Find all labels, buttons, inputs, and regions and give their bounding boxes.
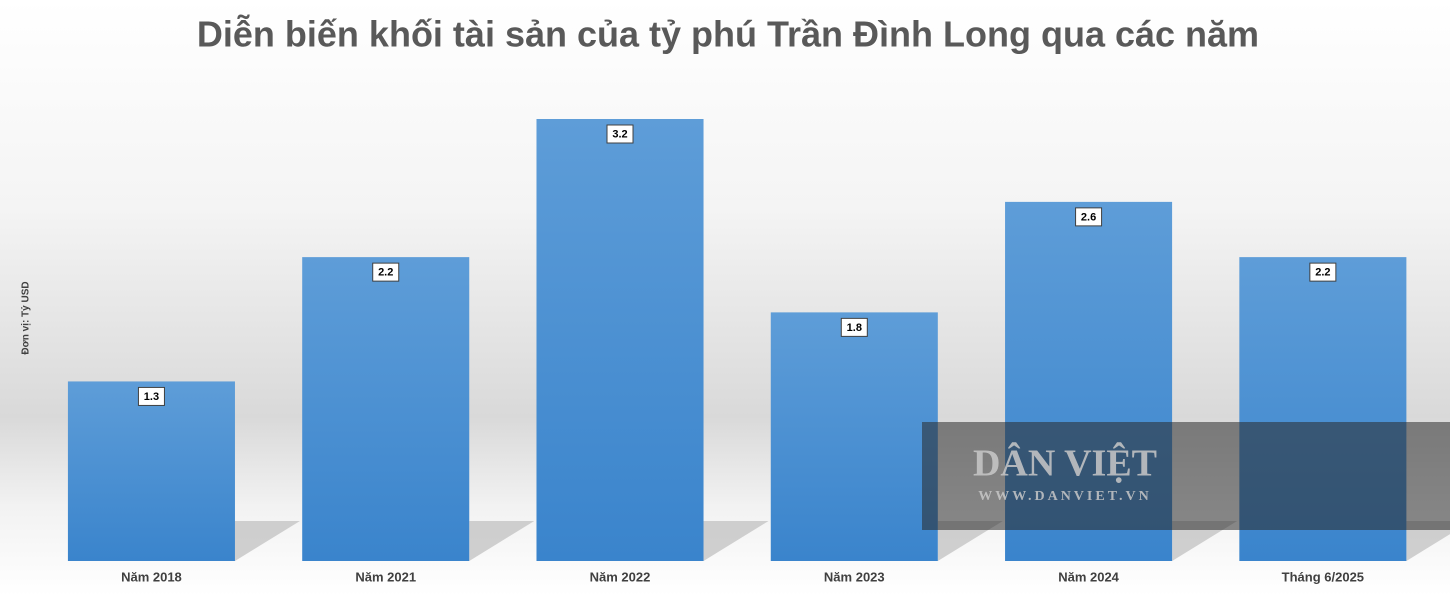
x-tick-label: Năm 2018 — [121, 569, 182, 584]
chart-title: Diễn biến khối tài sản của tỷ phú Trần Đ… — [197, 14, 1259, 55]
value-label-box — [372, 262, 400, 282]
x-tick-label: Năm 2024 — [1058, 569, 1119, 584]
bar-shadow — [1172, 521, 1238, 561]
value-label: 3.2 — [612, 128, 627, 140]
bar — [536, 119, 704, 561]
value-label: 2.2 — [378, 267, 393, 279]
bar-shadow — [703, 521, 769, 561]
x-tick-label: Năm 2021 — [355, 569, 416, 584]
watermark-url: WWW.DANVIET.VN — [978, 489, 1151, 504]
value-label: 1.8 — [847, 322, 862, 334]
bar — [302, 257, 470, 561]
value-label: 2.6 — [1081, 211, 1096, 223]
bar-shadow — [1406, 521, 1450, 561]
bar — [770, 312, 938, 561]
bar-shadow — [937, 521, 1003, 561]
watermark-box — [922, 422, 1450, 530]
bar-shadow — [234, 521, 300, 561]
y-axis-label: Đơn vị: Tỷ USD — [21, 281, 32, 354]
value-label-box — [840, 317, 868, 337]
value-label: 1.3 — [144, 391, 159, 403]
watermark-name: DÂN VIỆT — [973, 443, 1157, 485]
x-tick-label: Tháng 6/2025 — [1282, 569, 1364, 584]
x-tick-label: Năm 2023 — [824, 569, 885, 584]
value-label-box — [1075, 207, 1103, 227]
value-label-box — [137, 386, 165, 406]
bar-shadow — [469, 521, 535, 561]
value-label-box — [606, 124, 634, 144]
value-label-box — [1309, 262, 1337, 282]
bar — [67, 381, 235, 561]
value-label: 2.2 — [1315, 267, 1330, 279]
x-tick-label: Năm 2022 — [590, 569, 651, 584]
